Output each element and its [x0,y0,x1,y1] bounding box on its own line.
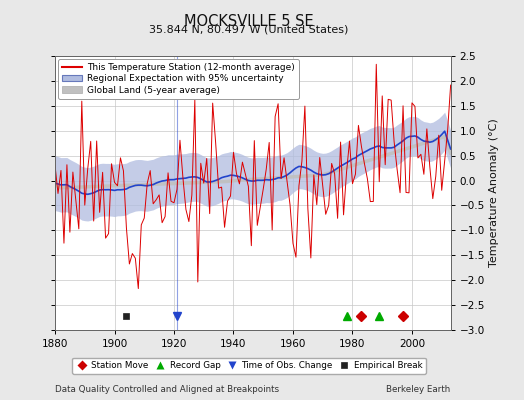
Legend: Station Move, Record Gap, Time of Obs. Change, Empirical Break: Station Move, Record Gap, Time of Obs. C… [72,358,426,374]
Y-axis label: Temperature Anomaly (°C): Temperature Anomaly (°C) [489,119,499,267]
Text: 35.844 N, 80.497 W (United States): 35.844 N, 80.497 W (United States) [149,24,348,34]
Legend: This Temperature Station (12-month average), Regional Expectation with 95% uncer: This Temperature Station (12-month avera… [58,59,299,99]
Text: Berkeley Earth: Berkeley Earth [386,385,451,394]
Text: Data Quality Controlled and Aligned at Breakpoints: Data Quality Controlled and Aligned at B… [55,385,279,394]
Text: MOCKSVILLE 5 SE: MOCKSVILLE 5 SE [184,14,314,29]
